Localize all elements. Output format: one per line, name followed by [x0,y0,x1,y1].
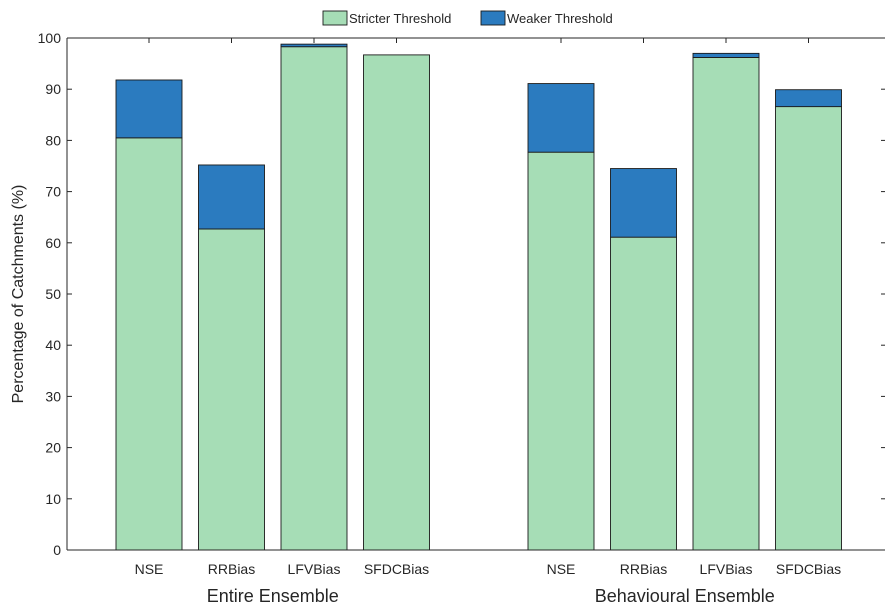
group-label: Behavioural Ensemble [595,586,775,606]
y-tick-label: 60 [45,235,61,251]
group-label: Entire Ensemble [207,586,339,606]
bar-weaker [198,164,265,230]
bar-stricter [610,236,677,551]
y-tick-label: 40 [45,337,61,353]
axes [66,37,885,551]
legend-label-weaker: Weaker Threshold [507,11,613,26]
y-tick-label: 10 [45,491,61,507]
y-tick-label: 80 [45,132,61,148]
y-tick-label: 70 [45,184,61,200]
y-tick-label: 20 [45,440,61,456]
bar-stricter [198,228,265,551]
bar-weaker [280,43,348,48]
y-tick-label: 90 [45,81,61,97]
legend-label-stricter: Stricter Threshold [349,11,451,26]
y-tick-label: 0 [53,542,61,558]
category-label: LFVBias [288,561,341,577]
bar-stricter [115,137,183,551]
legend-swatch-weaker [480,10,506,26]
bar-weaker [692,52,760,58]
bar-stricter [692,57,760,551]
bar-weaker [775,89,842,108]
category-label: NSE [547,561,576,577]
bar-weaker [115,79,183,139]
bar-weaker [527,83,595,153]
y-tick-label: 100 [38,30,62,46]
y-axis-title: Percentage of Catchments (%) [10,185,27,404]
category-label: LFVBias [700,561,753,577]
category-label: SFDCBias [776,561,841,577]
y-tick-label: 50 [45,286,61,302]
category-label: RRBias [208,561,255,577]
category-label: NSE [135,561,164,577]
labels: NSE RRBias LFVBias SFDCBias Entire Ensemble N… [10,30,841,606]
category-label: SFDCBias [364,561,429,577]
bars [115,43,842,551]
bar-stricter [527,151,595,551]
bar-stricter [775,106,842,551]
bar-stricter [363,54,430,551]
legend-swatch-stricter [322,10,348,26]
category-label: RRBias [620,561,667,577]
legend: Stricter Threshold Weaker Threshold [322,10,613,26]
bar-weaker [610,168,677,238]
y-tick-label: 30 [45,388,61,404]
bar-stricter [280,46,348,551]
